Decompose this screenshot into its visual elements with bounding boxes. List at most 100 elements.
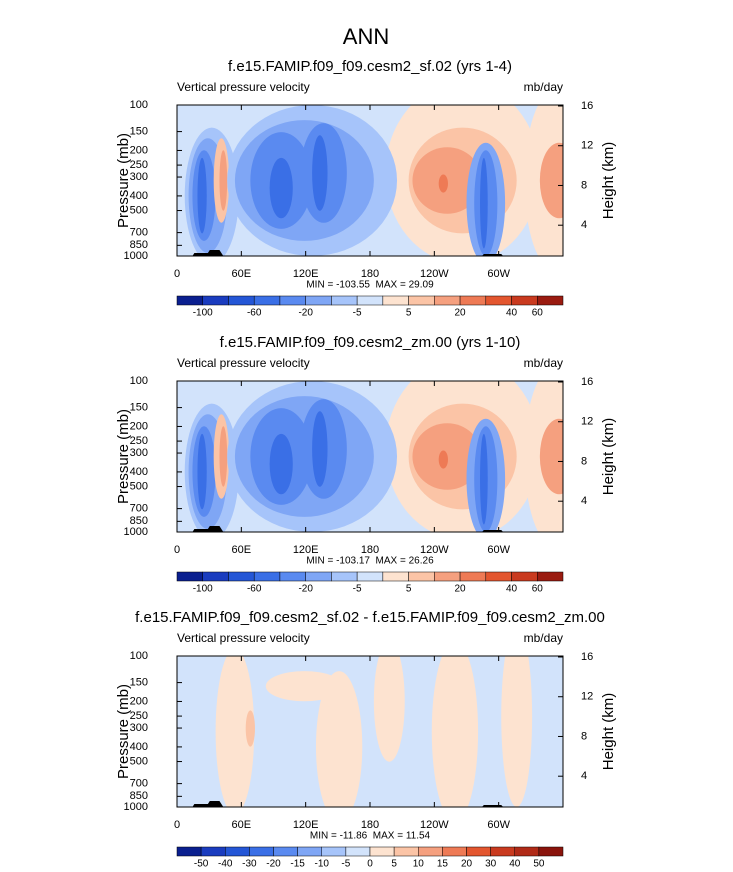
y-tick-label: 850: [130, 515, 148, 527]
colorbar-box: [369, 846, 395, 857]
colorbar-label: 40: [509, 859, 521, 870]
y2-axis-label: Height (km): [600, 693, 617, 771]
colorbar-box: [249, 846, 274, 857]
x-tick-label: 180: [361, 819, 379, 831]
contour-region: [245, 710, 255, 747]
x-tick-label: 120E: [293, 544, 319, 556]
colorbar-box: [490, 846, 515, 857]
y2-tick-label: 8: [581, 455, 587, 467]
contour-region: [197, 157, 207, 234]
colorbar-box: [345, 846, 371, 857]
x-tick-label: 0: [174, 268, 180, 280]
colorbar-label: -15: [290, 859, 305, 870]
contour-region: [438, 174, 448, 193]
colorbar-box: [382, 295, 409, 306]
figure-title: ANN: [343, 24, 389, 49]
colorbar-box: [537, 295, 564, 306]
x-tick-label: 120E: [293, 819, 319, 831]
y2-tick-label: 12: [581, 140, 593, 152]
colorbar-box: [305, 295, 332, 306]
colorbar-label: 15: [437, 859, 449, 870]
y-tick-label: 400: [130, 466, 148, 478]
y-tick-label: 200: [130, 695, 148, 707]
colorbar-box: [176, 846, 202, 857]
colorbar-label: -20: [298, 308, 313, 319]
contour-region: [312, 411, 328, 487]
y-axis-label: Pressure (mb): [115, 684, 132, 779]
colorbar-label: 5: [406, 584, 412, 595]
colorbar-label: 5: [406, 308, 412, 319]
contour-region: [315, 671, 363, 807]
right-string: mb/day: [524, 356, 563, 370]
colorbar-box: [511, 571, 538, 582]
y-axis-label: Pressure (mb): [115, 409, 132, 504]
x-tick-label: 120W: [420, 544, 449, 556]
colorbar-box: [331, 295, 358, 306]
x-tick-label: 180: [361, 544, 379, 556]
plot-title: f.e15.FAMIP.f09_f09.cesm2_sf.02 (yrs 1-4…: [228, 58, 512, 75]
colorbar-label: 20: [455, 584, 467, 595]
contour-region: [269, 433, 293, 495]
y-tick-label: 500: [130, 204, 148, 216]
colorbar-box: [321, 846, 347, 857]
contour-field: [177, 656, 563, 807]
colorbar-label: -10: [315, 859, 330, 870]
colorbar-label: -20: [266, 859, 281, 870]
colorbar-box: [408, 295, 435, 306]
colorbar-label: -50: [194, 859, 209, 870]
colorbar-label: -30: [242, 859, 257, 870]
colorbar-label: 20: [455, 308, 467, 319]
x-tick-label: 120W: [420, 268, 449, 280]
colorbar-box: [225, 846, 250, 857]
left-string: Vertical pressure velocity: [177, 631, 310, 645]
colorbar-label: -60: [247, 584, 262, 595]
colorbar-label: -60: [247, 308, 262, 319]
y-tick-label: 500: [130, 755, 148, 767]
y2-tick-label: 8: [581, 179, 587, 191]
colorbar-box: [434, 295, 461, 306]
colorbar-box: [514, 846, 540, 857]
colorbar-box: [459, 295, 487, 306]
y-tick-label: 150: [130, 125, 148, 137]
colorbar-label: 10: [413, 859, 425, 870]
y-tick-label: 700: [130, 503, 148, 515]
colorbar-label: -5: [353, 308, 362, 319]
colorbar-box: [537, 571, 564, 582]
y-tick-label: 400: [130, 741, 148, 753]
colorbar-label: -5: [353, 584, 362, 595]
colorbar-box: [279, 571, 306, 582]
stats: MIN = -103.55 MAX = 29.09: [306, 280, 434, 291]
plot-title: f.e15.FAMIP.f09_f09.cesm2_zm.00 (yrs 1-1…: [220, 334, 521, 351]
colorbar-box: [382, 571, 409, 582]
colorbar-label: -5: [341, 859, 350, 870]
colorbar-box: [466, 846, 491, 857]
contour-region: [373, 656, 405, 762]
colorbar-box: [485, 295, 512, 306]
colorbar-box: [356, 295, 384, 306]
y-tick-label: 200: [130, 420, 148, 432]
y2-tick-label: 16: [581, 651, 593, 663]
colorbar-box: [253, 571, 281, 582]
contour-region: [501, 656, 533, 807]
y2-axis-label: Height (km): [600, 142, 617, 220]
y-tick-label: 500: [130, 480, 148, 492]
contour-region: [431, 656, 479, 807]
colorbar-box: [253, 295, 281, 306]
left-string: Vertical pressure velocity: [177, 80, 310, 94]
contour-region: [219, 426, 228, 487]
colorbar-label: -40: [218, 859, 233, 870]
contour-region: [312, 135, 328, 211]
colorbar-box: [356, 571, 384, 582]
colorbar-box: [297, 846, 322, 857]
x-tick-label: 120E: [293, 268, 319, 280]
y2-tick-label: 4: [581, 770, 587, 782]
x-tick-label: 180: [361, 268, 379, 280]
colorbar-box: [393, 846, 419, 857]
colorbar-box: [538, 846, 564, 857]
right-string: mb/day: [524, 80, 563, 94]
colorbar-box: [305, 571, 332, 582]
colorbar-box: [511, 295, 538, 306]
y-tick-label: 300: [130, 171, 148, 183]
colorbar-box: [200, 846, 226, 857]
contour-region: [480, 157, 488, 249]
